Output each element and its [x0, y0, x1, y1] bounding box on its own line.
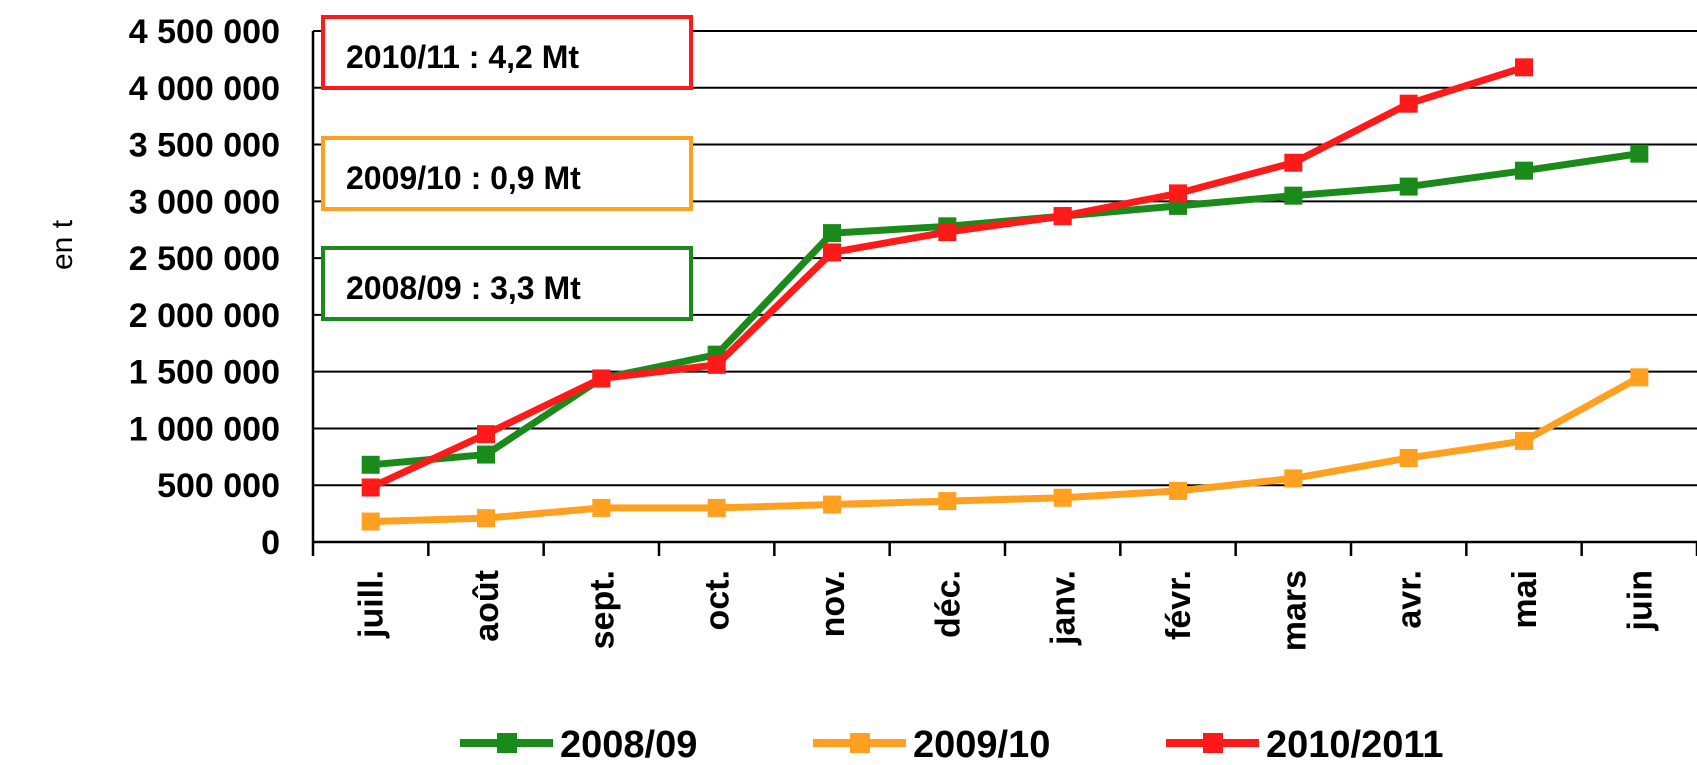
data-point: [1515, 58, 1533, 77]
y-axis-label: en t: [46, 219, 79, 270]
data-point: [1630, 368, 1649, 387]
legend-swatch-marker: [497, 733, 517, 753]
y-tick-labels: 0 500 000 1 000 000 1 500 000 2 000 000 2 500…: [129, 13, 280, 562]
data-point: [1399, 177, 1418, 196]
series-line: [370, 374, 1642, 526]
annotation-frame: [321, 15, 693, 90]
legend-swatch-marker: [1203, 733, 1223, 753]
data-point: [477, 509, 495, 528]
y-tick-label: 3 500 000: [129, 127, 280, 165]
legend-label: 2010/2011: [1266, 724, 1444, 765]
data-point: [823, 243, 841, 262]
legend-item: 2010/2011: [1166, 724, 1444, 765]
legend-swatch-marker: [850, 733, 870, 753]
x-tick-labels: juill. août sept. oct. nov. déc. janv. févr. mar…: [353, 570, 1660, 651]
y-tick-label: 0: [261, 524, 280, 562]
data-point: [1053, 488, 1072, 507]
y-tick-label: 4 000 000: [129, 70, 280, 108]
data-point: [1630, 144, 1649, 163]
data-point: [477, 425, 495, 444]
x-tick-label: sept.: [583, 570, 621, 649]
data-point: [1284, 469, 1303, 488]
y-tick-label: 2 500 000: [129, 240, 280, 278]
data-point: [361, 455, 380, 474]
y-tick-label: 500 000: [157, 467, 280, 505]
data-point: [1515, 161, 1533, 180]
x-tick-label: nov.: [814, 570, 852, 637]
legend-item: 2009/10: [813, 724, 1050, 765]
annotation-text: 2008/09 : 3,3 Mt: [346, 270, 581, 306]
legend: 2008/09 2009/10 2010/2011: [460, 724, 1444, 765]
data-point: [1399, 94, 1418, 113]
annotation-boxes: 2010/11 : 4,2 Mt 2009/10 : 0,9 Mt 2008/09 …: [321, 15, 693, 321]
y-tick-label: 2 000 000: [129, 297, 280, 335]
x-tick-label: mars: [1275, 570, 1313, 651]
annotation-text: 2009/10 : 0,9 Mt: [346, 160, 581, 196]
x-tick-label: août: [468, 570, 506, 642]
x-tick-label: févr.: [1160, 570, 1198, 640]
y-tick-label: 1 500 000: [129, 354, 280, 392]
x-tick-label: oct.: [699, 570, 737, 630]
legend-label: 2008/09: [560, 724, 697, 765]
data-point: [361, 478, 380, 497]
x-tick-label: avr.: [1391, 570, 1429, 629]
annotation-box: 2008/09 : 3,3 Mt: [321, 246, 693, 321]
series-2010-2011: [361, 58, 1533, 497]
series-2009-10: [361, 368, 1649, 531]
data-point: [1284, 153, 1303, 172]
x-tick-label: mai: [1506, 570, 1544, 629]
legend-item: 2008/09: [460, 724, 697, 765]
data-point: [707, 498, 726, 517]
annotation-text: 2010/11 : 4,2 Mt: [346, 39, 579, 75]
series: [361, 58, 1649, 531]
annotation-box: 2009/10 : 0,9 Mt: [321, 136, 693, 211]
data-point: [1284, 186, 1303, 205]
data-point: [1515, 431, 1533, 450]
data-point: [477, 445, 495, 464]
data-point: [1399, 448, 1418, 467]
x-tick-label: déc.: [929, 570, 967, 638]
data-point: [592, 498, 611, 517]
x-tick-label: janv.: [1045, 570, 1083, 646]
legend-label: 2009/10: [913, 724, 1050, 765]
x-tick-label: juin: [1621, 570, 1659, 631]
x-tick-label: juill.: [353, 570, 391, 639]
data-point: [1053, 207, 1072, 226]
data-point: [707, 355, 726, 374]
data-point: [823, 224, 841, 243]
y-tick-label: 4 500 000: [129, 13, 280, 51]
data-point: [938, 492, 957, 511]
data-point: [823, 495, 841, 514]
data-point: [1169, 184, 1187, 203]
data-point: [361, 512, 380, 531]
annotation-frame: [321, 136, 693, 211]
y-tick-label: 1 000 000: [129, 410, 280, 448]
data-point: [938, 222, 957, 241]
data-point: [592, 369, 611, 388]
data-point: [1169, 481, 1187, 500]
annotation-box: 2010/11 : 4,2 Mt: [321, 15, 693, 90]
y-tick-label: 3 000 000: [129, 183, 280, 221]
annotation-frame: [321, 246, 693, 321]
axes: [311, 31, 1697, 556]
